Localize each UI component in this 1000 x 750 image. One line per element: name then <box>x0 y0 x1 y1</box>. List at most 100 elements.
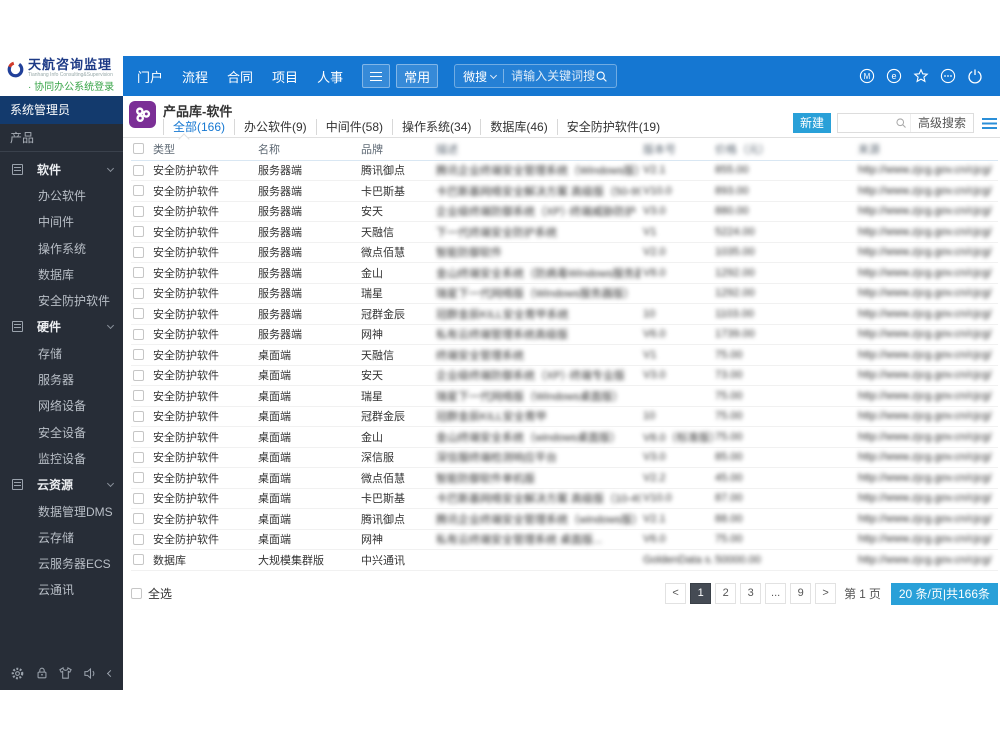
cell-source[interactable]: http://www.zjcg.gov.cn/cjcg/ <box>856 508 998 530</box>
cell-source[interactable]: http://www.zjcg.gov.cn/cjcg/ <box>856 221 998 243</box>
theme-shirt-icon[interactable] <box>58 666 73 681</box>
category-tab[interactable]: 数据库(46) <box>480 119 556 135</box>
row-checkbox[interactable] <box>133 431 144 443</box>
row-checkbox[interactable] <box>133 349 144 361</box>
table-row[interactable]: 安全防护软件 桌面端 微点佰慧 智能防御软件单机版 V2.2 45.00 htt… <box>131 467 998 489</box>
table-row[interactable]: 安全防护软件 桌面端 卡巴斯基 卡巴斯基网络安全解决方案 高级版（10-49节点… <box>131 488 998 509</box>
sidebar-item[interactable]: 数据管理DMS <box>0 498 123 524</box>
cell-source[interactable]: http://www.zjcg.gov.cn/cjcg/ <box>856 303 998 325</box>
row-checkbox[interactable] <box>133 328 144 340</box>
cell-source[interactable]: http://www.zjcg.gov.cn/cjcg/ <box>856 529 998 550</box>
list-view-icon[interactable] <box>982 117 997 130</box>
sidebar-item[interactable]: 存储 <box>0 340 123 366</box>
row-checkbox[interactable] <box>133 205 144 217</box>
oa-login-link[interactable]: · 协同办公系统登录 <box>28 82 115 93</box>
m-app-icon[interactable]: M <box>853 68 880 84</box>
row-checkbox[interactable] <box>133 390 144 402</box>
select-all-checkbox[interactable] <box>133 143 144 155</box>
sidebar-item[interactable]: 办公软件 <box>0 182 123 208</box>
search-scope-dropdown[interactable]: 微搜 <box>463 68 498 85</box>
speaker-icon[interactable] <box>83 666 98 681</box>
search-icon[interactable] <box>595 70 608 83</box>
sidebar-item[interactable]: 云服务器ECS <box>0 550 123 576</box>
sidebar-item[interactable]: 安全设备 <box>0 419 123 445</box>
nav-item[interactable]: 门户 <box>137 69 164 85</box>
page-button[interactable]: 2 <box>715 583 737 604</box>
table-row[interactable]: 安全防护软件 服务器端 网神 私有云终端管理系统高级版 V6.0 1739.00… <box>131 324 998 345</box>
category-tab[interactable]: 操作系统(34) <box>392 119 480 135</box>
table-row[interactable]: 安全防护软件 桌面端 冠群金辰 冠群金辰KILL安全胄甲 10 75.00 ht… <box>131 406 998 427</box>
select-all-control[interactable]: 全选 <box>131 585 172 602</box>
nav-item[interactable]: 人事 <box>317 69 344 85</box>
column-header[interactable]: 描述 <box>434 138 641 161</box>
row-checkbox[interactable] <box>133 185 144 197</box>
table-row[interactable]: 安全防护软件 服务器端 微点佰慧 智能防御软件 V2.0 1035.00 htt… <box>131 242 998 263</box>
row-checkbox[interactable] <box>133 513 144 525</box>
cell-source[interactable]: http://www.zjcg.gov.cn/cjcg/ <box>856 549 998 571</box>
row-checkbox[interactable] <box>133 369 144 381</box>
column-header[interactable]: 版本号 <box>641 138 713 161</box>
nav-item[interactable]: 项目 <box>272 69 299 85</box>
sidebar-item[interactable]: 数据库 <box>0 261 123 287</box>
new-button[interactable]: 新建 <box>792 113 831 133</box>
row-checkbox[interactable] <box>133 164 144 176</box>
collapse-sidebar-icon[interactable] <box>107 669 115 677</box>
nav-item[interactable]: 合同 <box>227 69 254 85</box>
cell-source[interactable]: http://www.zjcg.gov.cn/cjcg/ <box>856 324 998 345</box>
column-header[interactable]: 来源 <box>856 138 998 161</box>
table-row[interactable]: 安全防护软件 桌面端 安天 企业级终端防御系统（XP）·终端专业版 V3.0 7… <box>131 365 998 386</box>
page-button[interactable]: ... <box>765 583 787 604</box>
category-tab[interactable]: 办公软件(9) <box>234 119 316 135</box>
more-options-icon[interactable] <box>934 68 961 84</box>
row-checkbox[interactable] <box>133 287 144 299</box>
sidebar-item[interactable]: 软件 <box>0 156 123 182</box>
search-icon[interactable] <box>892 117 910 129</box>
sidebar-item[interactable]: 监控设备 <box>0 445 123 471</box>
row-checkbox[interactable] <box>133 533 144 545</box>
power-logout-icon[interactable] <box>961 68 988 84</box>
table-row[interactable]: 安全防护软件 服务器端 卡巴斯基 卡巴斯基网络安全解决方案 高级版（50-99节… <box>131 180 998 202</box>
sidebar-item[interactable]: 安全防护软件 <box>0 287 123 313</box>
page-button[interactable]: 1 <box>690 583 712 604</box>
jump-page-number[interactable]: 1 <box>859 587 866 601</box>
sidebar-item[interactable]: 操作系统 <box>0 235 123 261</box>
table-row[interactable]: 安全防护软件 服务器端 瑞星 瑞星下一代网络版（Windows服务器版） 129… <box>131 283 998 304</box>
column-header[interactable]: 价格（元） <box>713 138 856 161</box>
table-row[interactable]: 安全防护软件 桌面端 天融信 终端安全管理系统 V1 75.00 http://… <box>131 344 998 366</box>
settings-gear-icon[interactable] <box>10 666 25 681</box>
page-button[interactable]: 3 <box>740 583 762 604</box>
cell-source[interactable]: http://www.zjcg.gov.cn/cjcg/ <box>856 201 998 222</box>
sidebar-item[interactable]: 云通讯 <box>0 577 123 603</box>
cell-source[interactable]: http://www.zjcg.gov.cn/cjcg/ <box>856 344 998 366</box>
row-checkbox[interactable] <box>133 267 144 279</box>
column-header[interactable]: 品牌 <box>359 138 434 161</box>
select-all-footer-checkbox[interactable] <box>131 588 142 599</box>
column-header[interactable]: 类型 <box>151 138 256 161</box>
column-header[interactable]: 名称 <box>256 138 359 161</box>
table-row[interactable]: 数据库 大规模集群版 中兴通讯 GoldenData s... 50000.00… <box>131 549 998 571</box>
sidebar-item[interactable]: 服务器 <box>0 366 123 392</box>
row-checkbox[interactable] <box>133 472 144 484</box>
page-button[interactable]: < <box>665 583 687 604</box>
table-row[interactable]: 安全防护软件 桌面端 腾讯御点 腾讯企业终端安全管理系统（windows版） V2… <box>131 508 998 530</box>
cell-source[interactable]: http://www.zjcg.gov.cn/cjcg/ <box>856 488 998 509</box>
cell-source[interactable]: http://www.zjcg.gov.cn/cjcg/ <box>856 242 998 263</box>
category-tab[interactable]: 全部(166) <box>163 119 234 135</box>
row-checkbox[interactable] <box>133 308 144 320</box>
category-tab[interactable]: 安全防护软件(19) <box>556 119 669 135</box>
cell-source[interactable]: http://www.zjcg.gov.cn/cjcg/ <box>856 262 998 284</box>
nav-menu-button[interactable] <box>362 64 391 88</box>
table-row[interactable]: 安全防护软件 桌面端 金山 金山终端安全系统（windows桌面版） V8.0（… <box>131 426 998 448</box>
cell-source[interactable]: http://www.zjcg.gov.cn/cjcg/ <box>856 283 998 304</box>
lock-icon[interactable] <box>35 666 49 680</box>
advanced-search-button[interactable]: 高级搜索 <box>909 114 973 132</box>
row-checkbox[interactable] <box>133 492 144 504</box>
row-checkbox[interactable] <box>133 246 144 258</box>
table-row[interactable]: 安全防护软件 桌面端 网神 私有云终端安全管理系统 桌面版... V6.0 75… <box>131 529 998 550</box>
table-row[interactable]: 安全防护软件 服务器端 腾讯御点 腾讯企业终端安全管理系统（Windows版） … <box>131 160 998 181</box>
global-search-input[interactable] <box>511 69 596 83</box>
role-badge[interactable]: 系统管理员 <box>0 96 123 124</box>
table-search-input[interactable] <box>837 114 892 132</box>
sidebar-item[interactable]: 中间件 <box>0 209 123 235</box>
sidebar-item[interactable]: 云存储 <box>0 524 123 550</box>
